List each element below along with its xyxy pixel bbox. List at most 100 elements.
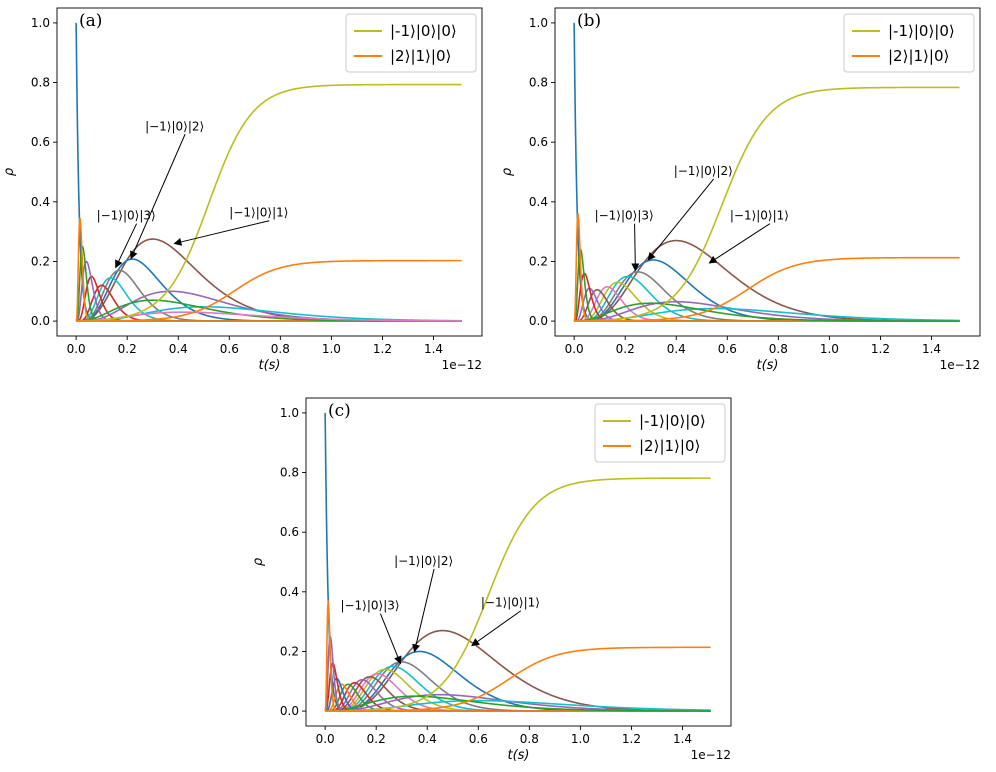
annotation-arrow: [631, 223, 640, 272]
annotation-label: |−1⟩|0⟩|3⟩: [97, 209, 156, 223]
y-tick-label: 0.0: [31, 314, 50, 328]
x-axis-label: t(s): [258, 358, 280, 373]
x-tick-label: 1.2: [622, 732, 641, 746]
x-tick-label: 1.0: [322, 342, 341, 356]
panel-label: (b): [577, 11, 601, 31]
annotation-label: |−1⟩|0⟩|3⟩: [595, 209, 654, 223]
x-offset-label: 1e−12: [940, 358, 980, 372]
annotation-label: |−1⟩|0⟩|3⟩: [340, 599, 399, 613]
x-tick-label: 0.6: [220, 342, 239, 356]
legend: |-1⟩|0⟩|0⟩ |2⟩|1⟩|0⟩: [345, 13, 477, 73]
x-axis-label: t(s): [507, 748, 529, 763]
annotation-arrow: [115, 223, 138, 269]
annotation-arrow: [173, 220, 270, 246]
x-tick-label: 1.4: [424, 342, 443, 356]
y-tick-label: 0.0: [529, 314, 548, 328]
panel-label: (a): [79, 11, 102, 31]
x-tick-label: 0.8: [769, 342, 788, 356]
legend-label: |2⟩|1⟩|0⟩: [639, 437, 700, 455]
y-tick-label: 1.0: [280, 406, 299, 420]
series-line-|2⟩|1⟩|0⟩: [75, 259, 462, 322]
y-tick-label: 0.8: [529, 76, 548, 90]
y-tick-label: 0.4: [31, 195, 50, 209]
x-tick-label: 0.4: [667, 342, 686, 356]
series-line-s19: [324, 695, 711, 712]
y-tick-label: 0.4: [529, 195, 548, 209]
x-axis-label: t(s): [756, 358, 778, 373]
series-group: [324, 412, 711, 712]
legend-label: |-1⟩|0⟩|0⟩: [390, 22, 457, 40]
y-tick-label: 0.2: [280, 644, 299, 658]
panel-label: (c): [328, 401, 351, 421]
legend-label: |2⟩|1⟩|0⟩: [888, 47, 949, 65]
x-tick-label: 0.2: [616, 342, 635, 356]
x-tick-label: 0.2: [118, 342, 137, 356]
x-tick-label: 1.4: [673, 732, 692, 746]
y-axis-label: ρ: [2, 167, 17, 176]
x-tick-label: 1.2: [871, 342, 890, 356]
annotation-arrow: [471, 610, 522, 647]
legend-box: [843, 13, 975, 73]
x-tick-label: 0.0: [565, 342, 584, 356]
panel-3: 0.0 0.2 0.4 0.6 0.8 1.0 1.2 1.4 0.0 0.2 0.4 0.6 0.8 1…: [251, 397, 732, 763]
x-tick-label: 1.0: [571, 732, 590, 746]
series-group: [75, 22, 462, 322]
legend-label: |-1⟩|0⟩|0⟩: [639, 412, 706, 430]
annotation-arrow: [130, 134, 186, 260]
x-tick-label: 1.2: [373, 342, 392, 356]
y-tick-label: 0.4: [280, 585, 299, 599]
x-tick-label: 0.6: [469, 732, 488, 746]
x-offset-label: 1e−12: [442, 358, 482, 372]
x-tick-label: 0.0: [67, 342, 86, 356]
axes-frame: [305, 397, 732, 727]
series-line-s16: [324, 600, 711, 712]
series-group: [573, 22, 960, 322]
legend-box: [594, 403, 726, 463]
annotation-label: |−1⟩|0⟩|1⟩: [481, 596, 540, 610]
legend-label: |2⟩|1⟩|0⟩: [390, 47, 451, 65]
y-tick-label: 0.2: [31, 254, 50, 268]
x-tick-label: 0.8: [520, 732, 539, 746]
y-tick-label: 1.0: [31, 16, 50, 30]
legend: |-1⟩|0⟩|0⟩ |2⟩|1⟩|0⟩: [594, 403, 726, 463]
annotation-arrow: [379, 613, 402, 665]
panel-1: 0.0 0.2 0.4 0.6 0.8 1.0 1.2 1.4 0.0 0.2 0.4 0.6 0.8 1…: [2, 7, 483, 373]
y-tick-label: 0.8: [31, 76, 50, 90]
x-tick-label: 1.0: [820, 342, 839, 356]
x-tick-label: 1.4: [922, 342, 941, 356]
axes-frame: [56, 7, 483, 337]
series-line-|-1⟩|0⟩|0⟩: [324, 477, 711, 712]
annotation-label: |−1⟩|0⟩|2⟩: [394, 554, 453, 568]
y-tick-label: 0.6: [280, 525, 299, 539]
panel-2: 0.0 0.2 0.4 0.6 0.8 1.0 1.2 1.4 0.0 0.2 0.4 0.6 0.8 1…: [500, 7, 981, 373]
axes-frame: [554, 7, 981, 337]
series-line-|2⟩|1⟩|0⟩: [324, 646, 711, 712]
annotation-arrow: [708, 223, 771, 264]
x-tick-label: 0.6: [718, 342, 737, 356]
series-line-|-1⟩|0⟩|0⟩: [75, 83, 462, 322]
series-line-|-1⟩|0⟩|0⟩: [573, 86, 960, 322]
annotation-label: |−1⟩|0⟩|2⟩: [145, 119, 204, 133]
y-tick-label: 0.8: [280, 466, 299, 480]
annotation-arrow: [412, 568, 435, 653]
y-tick-label: 0.6: [529, 135, 548, 149]
annotation-label: |−1⟩|0⟩|1⟩: [229, 206, 288, 220]
legend: |-1⟩|0⟩|0⟩ |2⟩|1⟩|0⟩: [843, 13, 975, 73]
series-line-|2⟩|1⟩|0⟩: [573, 256, 960, 322]
x-offset-label: 1e−12: [691, 748, 731, 762]
annotation-label: |−1⟩|0⟩|2⟩: [674, 164, 733, 178]
series-line-s15: [573, 302, 960, 322]
y-tick-label: 0.0: [280, 704, 299, 718]
annotation-label: |−1⟩|0⟩|1⟩: [730, 209, 789, 223]
annotation-arrow: [647, 178, 715, 261]
legend-label: |-1⟩|0⟩|0⟩: [888, 22, 955, 40]
x-tick-label: 0.4: [418, 732, 437, 746]
y-tick-label: 1.0: [529, 16, 548, 30]
y-axis-label: ρ: [500, 167, 515, 176]
x-tick-label: 0.4: [169, 342, 188, 356]
y-tick-label: 0.2: [529, 254, 548, 268]
y-tick-label: 0.6: [31, 135, 50, 149]
x-tick-label: 0.2: [367, 732, 386, 746]
series-line-s6: [573, 281, 960, 322]
